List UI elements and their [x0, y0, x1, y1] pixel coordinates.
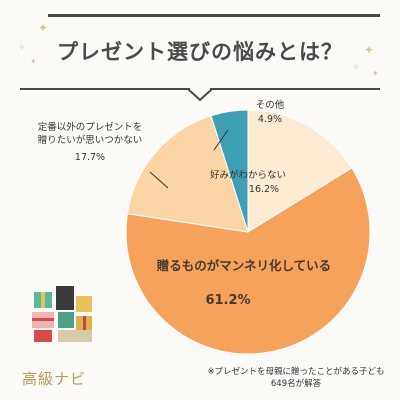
slice-label: 定番以外のプレゼントを — [38, 121, 143, 133]
slice-value-label: 16.2% — [249, 184, 279, 195]
slice-value-label: 4.9% — [258, 114, 282, 125]
page-title: プレゼント選びの悩みとは？ — [57, 40, 343, 64]
survey-note-line2: 649名が解答 — [270, 379, 322, 389]
slice-value-label: 61.2% — [205, 293, 250, 308]
pie-slice — [247, 109, 353, 233]
pie-slice — [125, 167, 371, 355]
leader-line — [213, 129, 229, 151]
slice-label: その他 — [256, 99, 285, 111]
header-rule — [48, 14, 380, 17]
sparkle-icon: ✦ — [364, 43, 375, 57]
slice-label: 好みがわからない — [210, 169, 286, 181]
sparkle-icon: ✧ — [352, 63, 360, 73]
leader-line — [149, 171, 169, 189]
title-divider-right — [210, 88, 380, 90]
survey-note: ※プレゼントを母親に贈ったことがある子ども 649名が解答 — [192, 366, 400, 390]
sparkle-icon: ✦ — [38, 21, 49, 35]
sparkle-icon: ✦ — [30, 57, 37, 66]
sparkle-icon: ✦ — [372, 69, 379, 78]
title-divider-left — [20, 88, 190, 90]
slice-value-label: 17.7% — [75, 152, 105, 163]
slice-label: 贈るものがマンネリ化している — [157, 258, 331, 273]
gift-boxes-illustration — [32, 286, 92, 342]
slice-label: 贈りたいが思いつかない — [38, 134, 143, 146]
sparkle-icon: ✧ — [18, 43, 26, 53]
survey-note-line1: ※プレゼントを母親に贈ったことがある子ども — [207, 367, 385, 377]
brand-logo: 高級ナビ — [22, 370, 87, 388]
